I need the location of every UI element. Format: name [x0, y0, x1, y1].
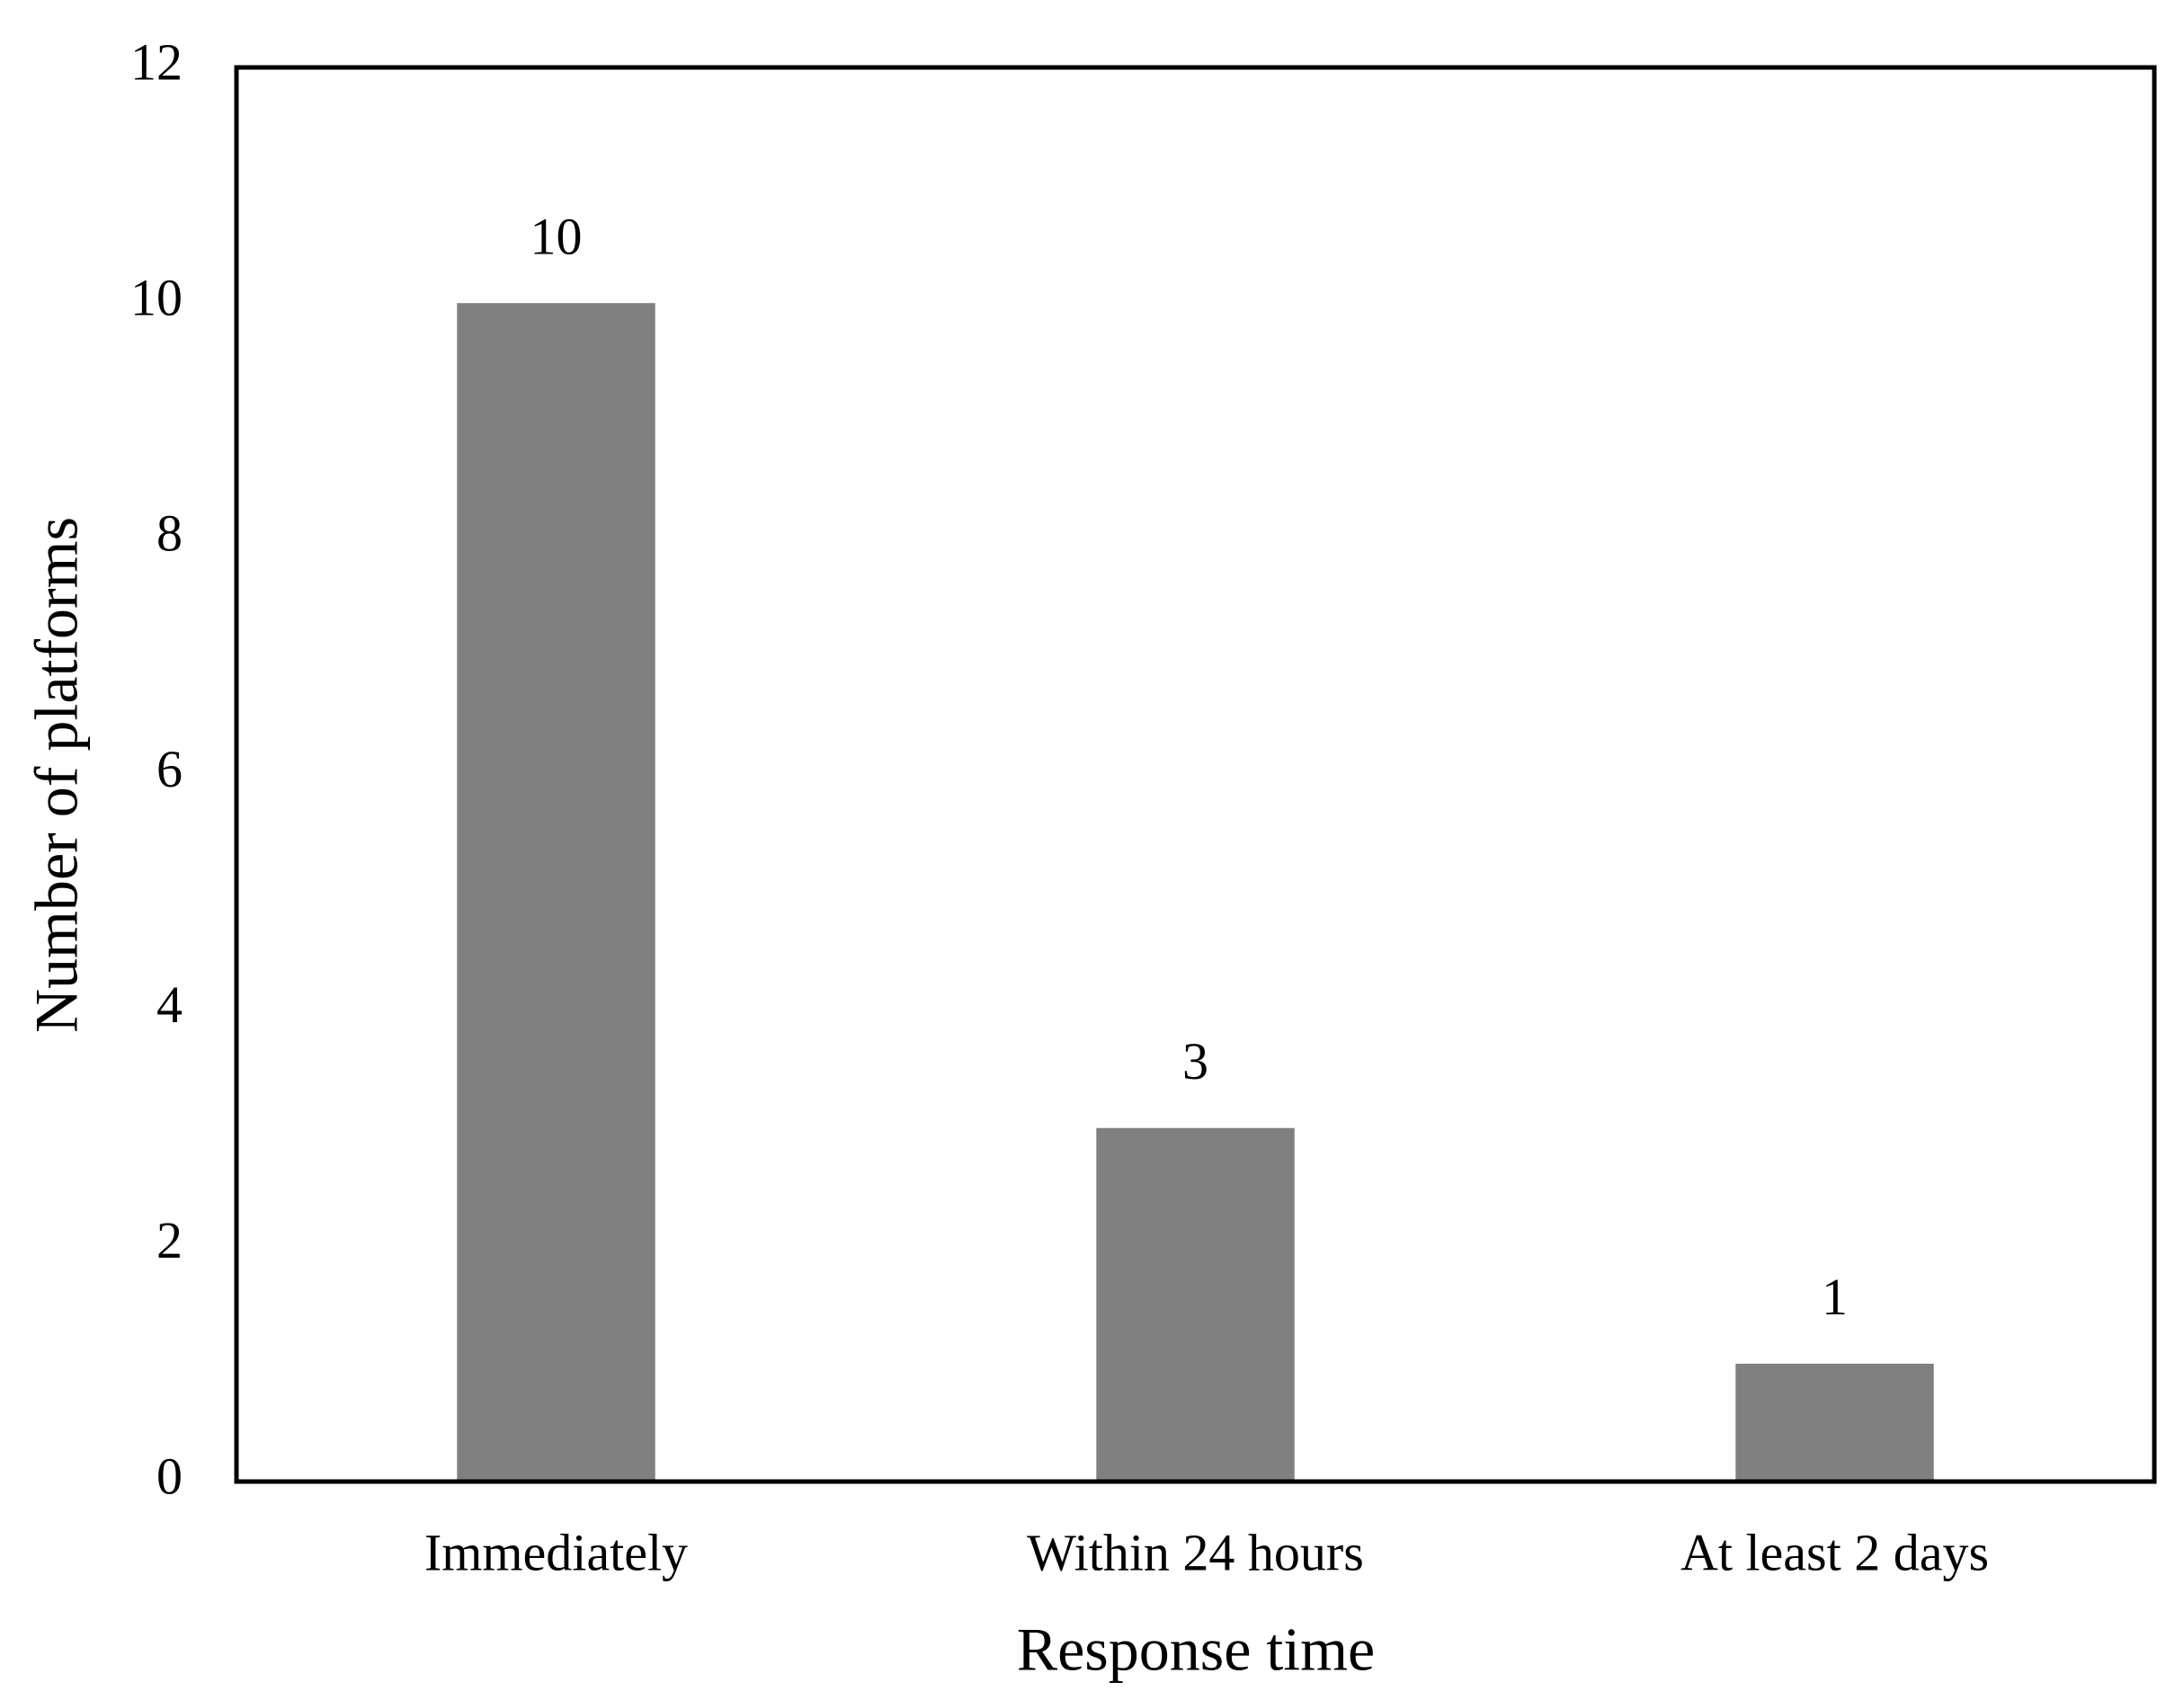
x-tick-label: Immediately: [424, 1523, 688, 1581]
y-tick-label: 4: [156, 975, 183, 1034]
plot-frame: [234, 65, 2157, 1484]
x-tick-label: Within 24 hours: [1027, 1523, 1364, 1581]
bar: [1735, 1363, 1934, 1482]
y-axis-title: Number of platforms: [22, 517, 91, 1033]
x-axis-title: Response time: [1017, 1615, 1376, 1684]
value-label: 10: [530, 207, 583, 265]
y-tick-label: 10: [130, 268, 183, 326]
bar: [1096, 1127, 1295, 1482]
y-tick-label: 2: [156, 1211, 183, 1269]
y-tick-label: 12: [130, 32, 183, 91]
y-tick-label: 8: [156, 504, 183, 563]
value-label: 3: [1182, 1032, 1208, 1090]
y-tick-label: 0: [156, 1446, 183, 1505]
y-tick-label: 6: [156, 740, 183, 798]
x-tick-label: At least 2 days: [1680, 1523, 1989, 1581]
bar: [457, 303, 655, 1482]
value-label: 1: [1822, 1268, 1848, 1326]
